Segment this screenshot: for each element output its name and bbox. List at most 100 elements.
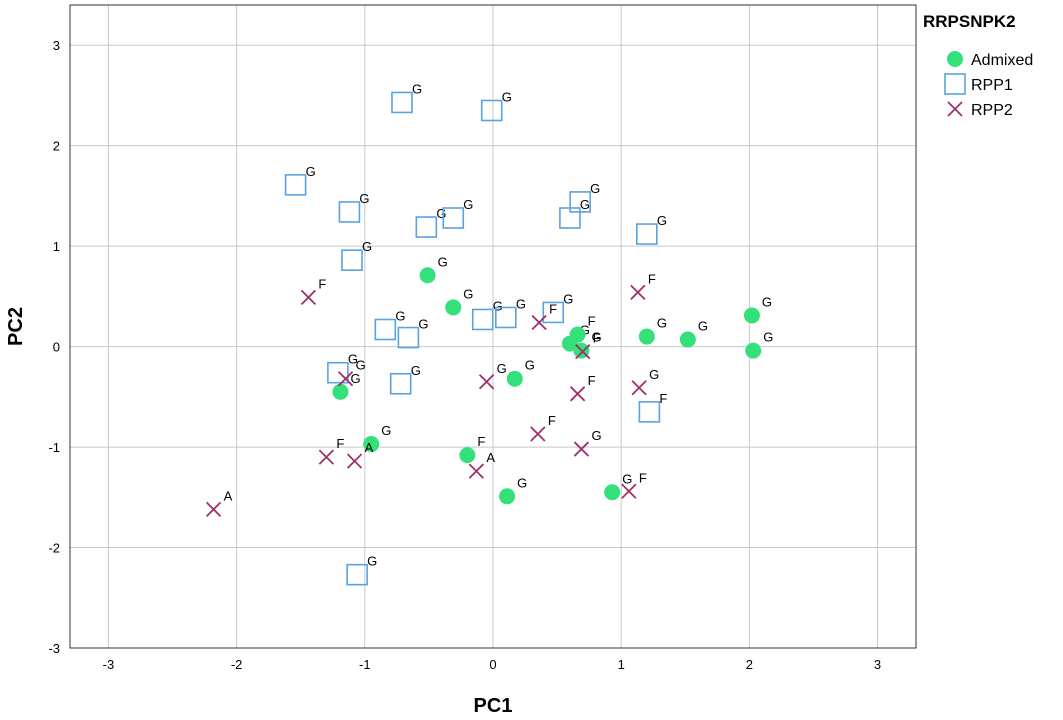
x-tick-label: 2 [746, 657, 753, 672]
point-label: G [367, 554, 377, 569]
point-label: G [411, 363, 421, 378]
point-admixed [332, 383, 349, 400]
point-rpp2 [530, 426, 546, 442]
point-rpp2 [478, 374, 495, 390]
plot-frame [69, 4, 917, 649]
point-label: G [590, 181, 600, 196]
point-label: F [548, 413, 556, 428]
point-label: G [493, 298, 503, 313]
point-label: G [418, 317, 428, 332]
point-rpp2 [531, 314, 547, 331]
legend-marker-rpp1 [944, 73, 966, 95]
point-admixed [679, 331, 696, 348]
legend: RRPSNPK2 Admixed RPP1 RPP2 [923, 12, 1033, 119]
point-label: F [648, 271, 656, 286]
legend-title: RRPSNPK2 [923, 12, 1016, 31]
point-label: G [463, 286, 473, 301]
point-rpp1 [284, 174, 307, 196]
point-rpp1 [442, 207, 465, 229]
point-label: G [763, 330, 773, 345]
point-label: G [563, 291, 573, 306]
point-label: G [591, 428, 601, 443]
point-admixed [638, 328, 655, 345]
point-label: G [463, 197, 473, 212]
y-tick-label: 1 [53, 239, 60, 254]
point-rpp1 [495, 306, 517, 329]
point-rpp1 [338, 201, 361, 223]
y-tick-label: 0 [53, 340, 60, 355]
point-label: G [622, 471, 632, 486]
point-rpp2 [569, 386, 586, 402]
y-tick-label: 2 [53, 139, 60, 154]
point-rpp1 [374, 318, 397, 341]
point-rpp1 [389, 372, 412, 395]
point-rpp2 [630, 284, 646, 300]
point-rpp2 [575, 343, 591, 360]
point-label: G [580, 197, 590, 212]
point-label: F [593, 331, 601, 346]
point-label: F [588, 373, 596, 388]
point-label: G [306, 164, 316, 179]
point-label: G [517, 475, 527, 490]
point-label: G [657, 316, 667, 331]
x-tick-label: 3 [874, 657, 881, 672]
point-label: G [649, 367, 659, 382]
legend-entry-rpp2: RPP2 [971, 102, 1013, 119]
point-rpp1 [346, 563, 368, 586]
point-rpp2 [300, 289, 317, 306]
point-label: G [497, 361, 507, 376]
point-admixed [745, 342, 762, 359]
point-label: A [486, 450, 495, 465]
y-tick-label: -2 [48, 541, 60, 556]
x-tick-label: 0 [489, 657, 496, 672]
legend-marker-rpp2 [947, 101, 963, 117]
point-label: G [350, 371, 360, 386]
point-rpp2 [468, 463, 484, 479]
point-admixed [604, 484, 621, 501]
point-label: F [659, 391, 667, 406]
point-label: F [588, 314, 596, 329]
point-rpp1 [480, 99, 503, 122]
x-tick-label: -1 [359, 657, 371, 672]
point-rpp1 [638, 401, 661, 423]
grid-lines [70, 5, 916, 649]
point-label: G [502, 89, 512, 104]
point-label: G [657, 213, 667, 228]
point-label: F [477, 434, 485, 449]
point-admixed [499, 488, 516, 505]
x-tick-label: -2 [231, 657, 243, 672]
point-rpp2 [205, 501, 222, 517]
point-label: G [698, 319, 708, 334]
point-label: A [365, 440, 374, 455]
legend-entry-rpp1: RPP1 [971, 77, 1013, 94]
point-rpp2 [337, 371, 354, 387]
point-label: F [318, 276, 326, 291]
point-rpp1 [415, 216, 438, 238]
point-label: G [580, 323, 590, 338]
point-label: G [762, 294, 772, 309]
point-admixed [459, 447, 476, 464]
point-rpp2 [318, 449, 335, 465]
point-rpp2 [573, 441, 590, 457]
point-admixed [569, 326, 586, 343]
legend-entry-admixed: Admixed [971, 52, 1033, 69]
point-label: G [362, 239, 372, 254]
point-label: F [549, 301, 557, 316]
y-axis-title: PC2 [5, 307, 27, 346]
point-rpp1 [327, 361, 349, 384]
point-label: G [395, 309, 405, 324]
point-rpp2 [346, 453, 363, 469]
y-tick-label: -3 [48, 641, 60, 656]
point-label: G [356, 358, 366, 373]
point-rpp2 [621, 483, 637, 499]
point-label: G [412, 81, 422, 96]
x-tick-label: 1 [618, 657, 625, 672]
point-rpp1 [542, 301, 565, 324]
point-admixed [445, 299, 462, 316]
point-label: G [348, 352, 358, 367]
point-admixed [506, 370, 523, 387]
